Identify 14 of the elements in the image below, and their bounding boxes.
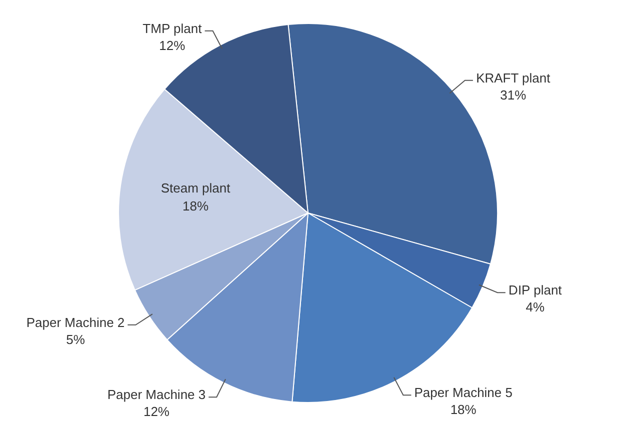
data-label: 18%	[450, 402, 477, 418]
data-label: 5%	[66, 332, 86, 347]
slice-label: Paper Machine 2	[26, 314, 125, 330]
slice-label: KRAFT plant	[476, 70, 551, 86]
slice-label: Paper Machine 3	[107, 387, 206, 402]
data-label: 4%	[526, 300, 546, 315]
data-label: 31%	[500, 87, 527, 102]
slice-label: Paper Machine 5	[414, 385, 512, 400]
data-label: 12%	[143, 404, 170, 420]
data-label: 18%	[182, 198, 209, 214]
slice-label: Steam plant	[160, 180, 231, 196]
slice-label: TMP plant	[142, 20, 202, 36]
data-label: 12%	[159, 38, 186, 53]
slice-label: DIP plant	[508, 282, 562, 298]
